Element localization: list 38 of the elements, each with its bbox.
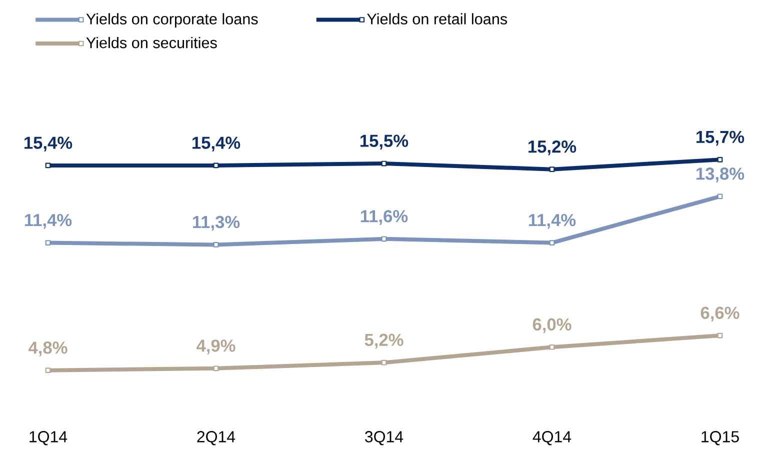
data-label: 11,6% bbox=[360, 210, 408, 225]
data-label: 13,8% bbox=[696, 168, 744, 182]
point bbox=[213, 366, 219, 372]
point bbox=[549, 240, 555, 246]
point bbox=[45, 368, 51, 373]
point bbox=[717, 194, 723, 200]
data-label: 4,9% bbox=[196, 340, 236, 354]
legend-label: Yields on securities bbox=[86, 36, 217, 48]
point bbox=[717, 332, 723, 338]
data-label: 15,7% bbox=[696, 130, 744, 146]
x-tick-label: 2Q14 bbox=[197, 431, 236, 446]
data-label: 15,5% bbox=[360, 134, 408, 150]
x-tick-label: 1Q14 bbox=[30, 431, 68, 446]
point bbox=[213, 162, 219, 168]
point bbox=[45, 240, 51, 246]
data-label: 15,4% bbox=[192, 136, 240, 152]
point bbox=[45, 162, 51, 168]
point bbox=[381, 236, 387, 242]
legend-label: Yields on corporate loans bbox=[86, 13, 258, 28]
data-label: 11,3% bbox=[193, 216, 240, 231]
x-tick-label: 3Q14 bbox=[365, 431, 404, 446]
data-label: 15,2% bbox=[528, 140, 576, 156]
point bbox=[549, 166, 555, 172]
x-tick-label: 1Q15 bbox=[702, 431, 739, 446]
point bbox=[717, 156, 723, 162]
legend-label: Yields on retail loans bbox=[367, 13, 508, 24]
data-label: 11,4% bbox=[25, 214, 72, 229]
data-label: 5,2% bbox=[364, 334, 404, 349]
point bbox=[381, 160, 387, 166]
data-label: 4,8% bbox=[28, 342, 68, 356]
data-label: 6,6% bbox=[700, 306, 740, 322]
point bbox=[213, 242, 219, 248]
point bbox=[549, 344, 555, 350]
data-label: 6,0% bbox=[532, 318, 572, 334]
data-label: 11,4% bbox=[529, 214, 576, 229]
data-label: 15,4% bbox=[24, 136, 72, 152]
x-tick-label: 4Q14 bbox=[532, 431, 572, 446]
point bbox=[381, 360, 387, 366]
